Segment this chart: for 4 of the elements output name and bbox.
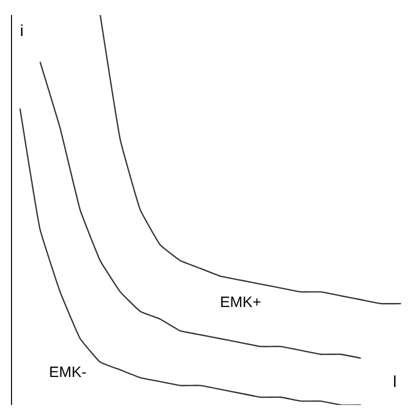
- series-label: EMK-: [49, 364, 87, 381]
- y-axis-title: i: [20, 23, 24, 40]
- x-axis-title: l: [393, 374, 397, 391]
- series-label: EMK+: [220, 294, 262, 311]
